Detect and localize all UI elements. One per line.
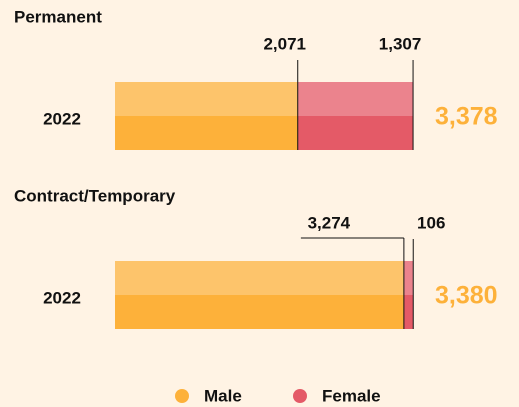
bar-highlight: [115, 82, 298, 116]
value-label: 2,071: [263, 34, 306, 53]
bar-segment: [403, 261, 414, 329]
panel-title: Contract/Temporary: [14, 186, 176, 205]
total-label: 3,380: [435, 282, 498, 310]
panel-title: Permanent: [14, 7, 102, 26]
bar-highlight: [115, 261, 404, 295]
bar-segment: [115, 261, 404, 329]
value-label: 1,307: [379, 34, 422, 53]
value-label: 106: [417, 213, 445, 232]
bar-segment: [297, 82, 414, 150]
total-label: 3,378: [435, 103, 498, 131]
legend-swatch: [293, 389, 307, 403]
legend-swatch: [175, 389, 189, 403]
category-label: 2022: [43, 109, 81, 128]
legend-label: Female: [322, 386, 381, 405]
bar-highlight: [403, 261, 414, 295]
bar-highlight: [297, 82, 414, 116]
bar-segment: [115, 82, 298, 150]
legend-label: Male: [204, 386, 242, 405]
value-label: 3,274: [308, 213, 351, 232]
category-label: 2022: [43, 288, 81, 307]
